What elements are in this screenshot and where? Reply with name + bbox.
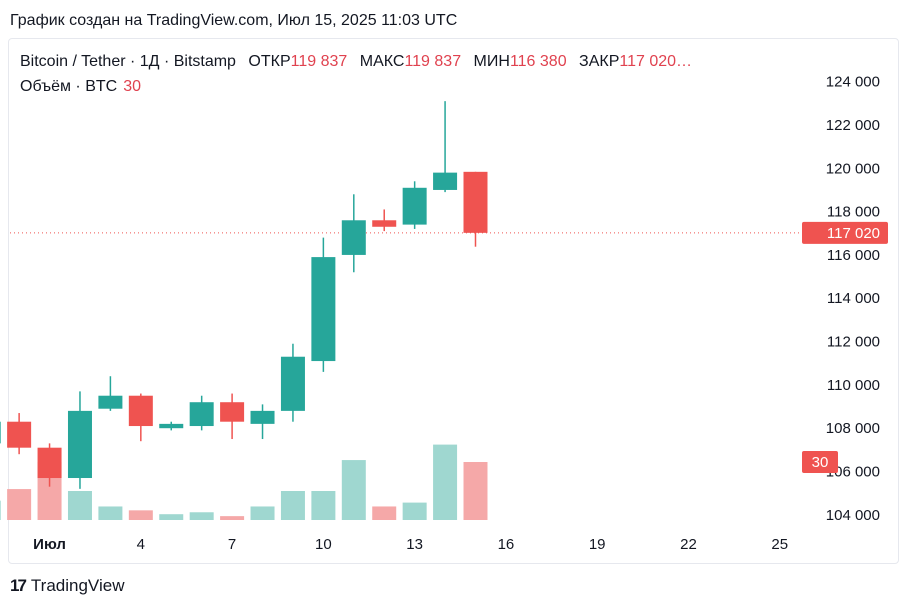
candle-body — [311, 257, 336, 362]
tradingview-logo[interactable]: 17 TradingView — [10, 576, 124, 596]
volume-bar — [311, 491, 336, 520]
ohlc-legend: Bitcoin / Tether · 1Д · Bitstamp ОТКР119… — [20, 53, 692, 71]
volume-bar — [402, 502, 427, 520]
last-volume-badge-label: 30 — [812, 454, 829, 471]
y-tick-label: 106 000 — [826, 464, 880, 481]
legend-symbol: Bitcoin / Tether · 1Д · Bitstamp — [20, 53, 236, 70]
candle-body — [128, 395, 153, 427]
candle-body — [7, 421, 32, 448]
candle-body — [402, 187, 427, 225]
candle-body — [341, 220, 366, 255]
candle-body — [463, 171, 488, 233]
candle-body — [37, 447, 62, 479]
volume-bar — [433, 444, 458, 520]
candle-body — [0, 421, 1, 444]
x-tick-label: Июл — [33, 536, 66, 553]
volume-bar — [7, 489, 32, 520]
volume-bar — [220, 516, 245, 520]
last-volume-badge — [802, 451, 838, 473]
y-tick-label: 122 000 — [826, 117, 880, 134]
candle-body — [220, 402, 245, 422]
x-tick-label: 13 — [406, 536, 423, 553]
volume-legend: Объём · BTC 30 — [20, 78, 141, 96]
volume-bar — [98, 506, 123, 520]
candle-body — [250, 410, 275, 424]
legend-low-label: МИН — [473, 53, 510, 70]
x-tick-label: 25 — [771, 536, 788, 553]
y-tick-label: 124 000 — [826, 74, 880, 91]
candle-body — [189, 402, 214, 427]
candle-body — [372, 220, 397, 227]
volume-bar — [280, 491, 305, 520]
y-tick-label: 118 000 — [827, 204, 880, 221]
legend-high-value: 119 837 — [404, 53, 462, 70]
volume-bar — [463, 462, 488, 520]
volume-bar — [0, 500, 1, 520]
volume-bar — [128, 510, 153, 520]
y-tick-label: 120 000 — [826, 160, 880, 177]
x-tick-label: 16 — [498, 536, 515, 553]
x-tick-label: 19 — [589, 536, 606, 553]
tradingview-logo-icon: 17 — [10, 576, 27, 595]
volume-bar — [189, 512, 214, 520]
y-tick-label: 108 000 — [826, 420, 880, 437]
volume-bar — [341, 460, 366, 520]
last-price-badge — [802, 221, 888, 244]
volume-bar — [159, 514, 184, 520]
tradingview-brand: TradingView — [30, 576, 125, 595]
legend-open-label: ОТКР — [248, 53, 291, 70]
x-tick-label: 7 — [228, 536, 236, 553]
y-tick-label: 114 000 — [827, 290, 880, 307]
legend-volume-value: 30 — [123, 78, 141, 95]
chart-caption: График создан на TradingView.com, Июл 15… — [10, 12, 458, 29]
legend-volume-label: Объём · BTC — [20, 78, 118, 95]
volume-bar — [67, 491, 92, 520]
volume-bar — [250, 506, 275, 520]
y-tick-label: 110 000 — [827, 377, 880, 394]
candle-body — [433, 172, 458, 190]
x-tick-label: 4 — [137, 536, 145, 553]
y-tick-label: 116 000 — [827, 247, 880, 264]
candle-body — [280, 356, 305, 411]
last-price-badge-label: 117 020 — [827, 225, 880, 242]
candle-body — [98, 395, 123, 409]
candle-body — [67, 410, 92, 479]
legend-high-label: МАКС — [359, 53, 405, 70]
candle-body — [159, 423, 184, 429]
x-tick-label: 22 — [680, 536, 697, 553]
y-tick-label: 104 000 — [826, 507, 880, 524]
legend-open-value: 119 837 — [290, 53, 348, 70]
legend-close-value: 117 020… — [619, 53, 693, 70]
legend-close-label: ЗАКР — [579, 53, 620, 70]
volume-bar — [372, 506, 397, 520]
y-tick-label: 112 000 — [827, 334, 880, 351]
x-tick-label: 10 — [315, 536, 332, 553]
legend-low-value: 116 380 — [509, 53, 567, 70]
